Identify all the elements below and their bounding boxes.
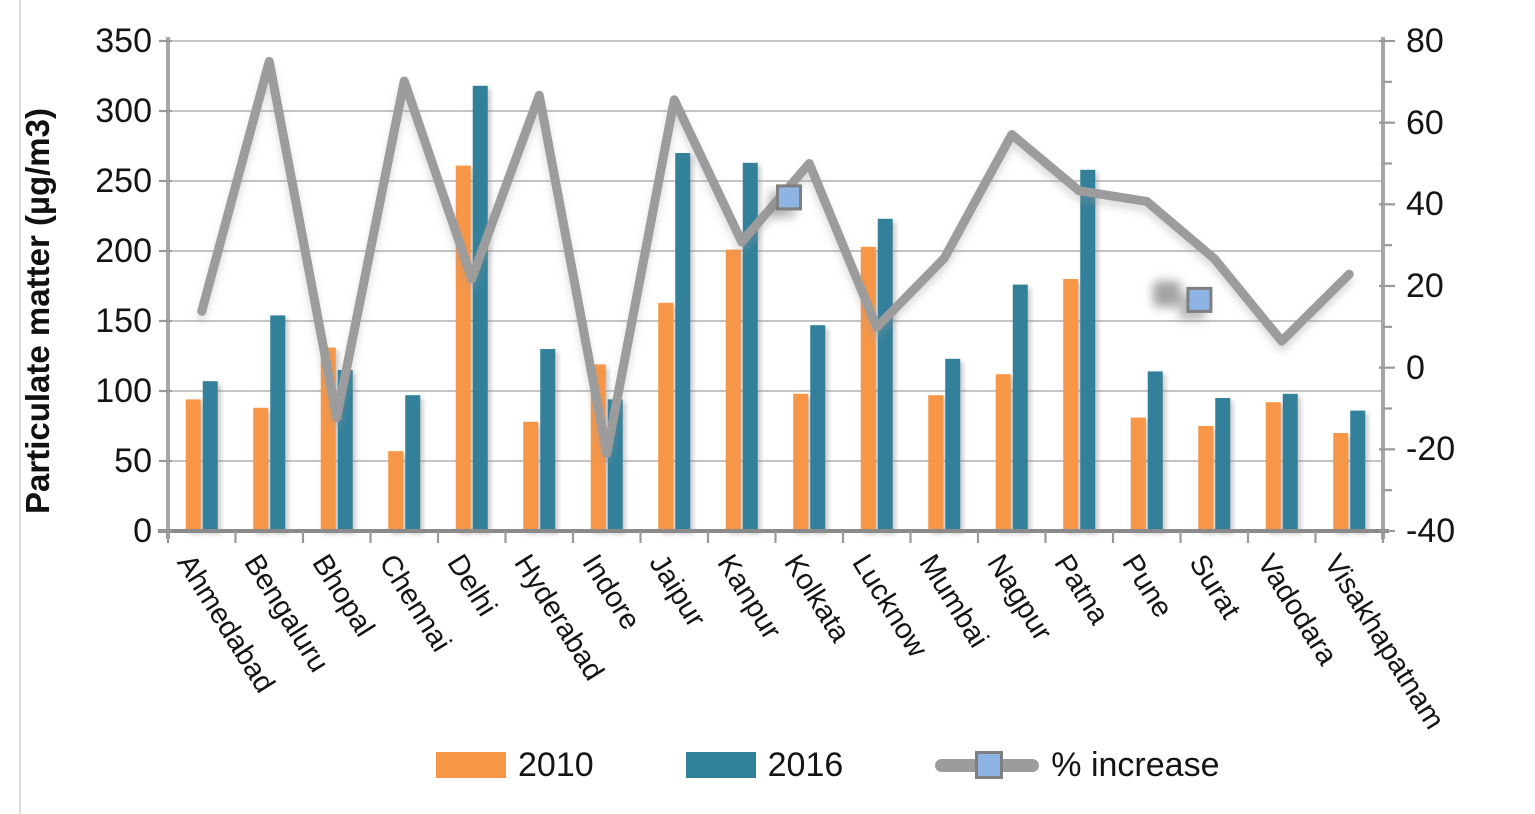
legend-label-2010: 2010	[518, 746, 594, 784]
bar-2016-lucknow[interactable]	[877, 218, 893, 532]
bar-2016-delhi[interactable]	[472, 85, 488, 532]
left-axis-tick-label: 0	[133, 512, 152, 550]
bar-2010-kanpur[interactable]	[725, 249, 741, 531]
legend-item-pct-increase[interactable]: % increase	[935, 746, 1219, 784]
legend-label-pct-increase: % increase	[1051, 746, 1220, 784]
right-axis-tick-label: 40	[1406, 185, 1444, 224]
right-axis-tick-label: 0	[1406, 348, 1425, 387]
left-axis-tick-label: 350	[95, 22, 152, 60]
bar-2010-bengaluru[interactable]	[253, 407, 269, 531]
pct-increase-line[interactable]	[197, 56, 1354, 458]
smudge-artifact	[1153, 280, 1181, 307]
bar-2016-hyderabad[interactable]	[540, 349, 556, 531]
legend-swatch-2010-icon	[436, 752, 506, 778]
bar-2016-surat[interactable]	[1215, 398, 1231, 531]
bar-2016-bengaluru[interactable]	[270, 315, 286, 531]
bar-2010-ahmedabad[interactable]	[185, 399, 201, 531]
bar-2010-pune[interactable]	[1130, 417, 1146, 531]
left-axis-tick-label: 50	[114, 442, 152, 480]
bar-2010-surat[interactable]	[1198, 426, 1214, 531]
right-axis-tick-label: 60	[1406, 103, 1444, 142]
bar-2010-delhi[interactable]	[455, 165, 471, 531]
bar-2010-nagpur[interactable]	[995, 374, 1011, 531]
left-axis-tick-label: 200	[95, 232, 152, 270]
bar-2016-patna[interactable]	[1080, 169, 1096, 532]
bar-2010-patna[interactable]	[1063, 279, 1079, 531]
bar-2016-chennai[interactable]	[405, 395, 421, 531]
left-axis-tick-label: 300	[95, 92, 152, 130]
legend: 2010 2016 % increase	[436, 746, 1219, 784]
bar-2010-hyderabad[interactable]	[523, 421, 539, 531]
bar-2016-visakhapatnam[interactable]	[1350, 410, 1366, 531]
bar-2016-nagpur[interactable]	[1012, 284, 1028, 531]
bar-2010-chennai[interactable]	[388, 451, 404, 531]
bar-2016-kanpur[interactable]	[742, 162, 758, 532]
line-point-marker-icon[interactable]	[1186, 286, 1213, 313]
legend-swatch-2016-icon	[685, 752, 756, 778]
bar-2016-ahmedabad[interactable]	[202, 381, 218, 531]
bar-2016-pune[interactable]	[1147, 371, 1163, 531]
line-point-marker-icon[interactable]	[776, 184, 802, 211]
bar-2016-vadodara[interactable]	[1282, 393, 1298, 531]
right-axis-tick-label: -40	[1406, 512, 1456, 550]
bar-2016-jaipur[interactable]	[675, 153, 691, 531]
right-axis-tick-label: -20	[1406, 430, 1456, 469]
legend-label-2016: 2016	[767, 746, 844, 784]
legend-line-marker-icon	[935, 750, 1040, 780]
bar-series-group	[185, 85, 1366, 532]
chart-left-edge-border	[19, 0, 21, 814]
bar-2010-kolkata[interactable]	[793, 393, 809, 531]
bar-2016-mumbai[interactable]	[945, 358, 961, 531]
bar-2010-jaipur[interactable]	[658, 302, 674, 531]
left-axis-tick-label: 150	[95, 302, 152, 340]
left-axis-tick-label: 250	[95, 162, 152, 200]
legend-item-2010[interactable]: 2010	[436, 746, 594, 784]
bar-2016-kolkata[interactable]	[810, 325, 826, 531]
left-axis-tick-label: 100	[95, 372, 152, 410]
legend-item-2016[interactable]: 2016	[685, 746, 844, 784]
bar-2010-vadodara[interactable]	[1265, 402, 1281, 531]
right-axis-tick-label: 80	[1406, 22, 1444, 60]
bar-2010-mumbai[interactable]	[928, 395, 944, 531]
right-axis-tick-label: 20	[1406, 267, 1444, 305]
bar-2010-visakhapatnam[interactable]	[1333, 433, 1349, 531]
